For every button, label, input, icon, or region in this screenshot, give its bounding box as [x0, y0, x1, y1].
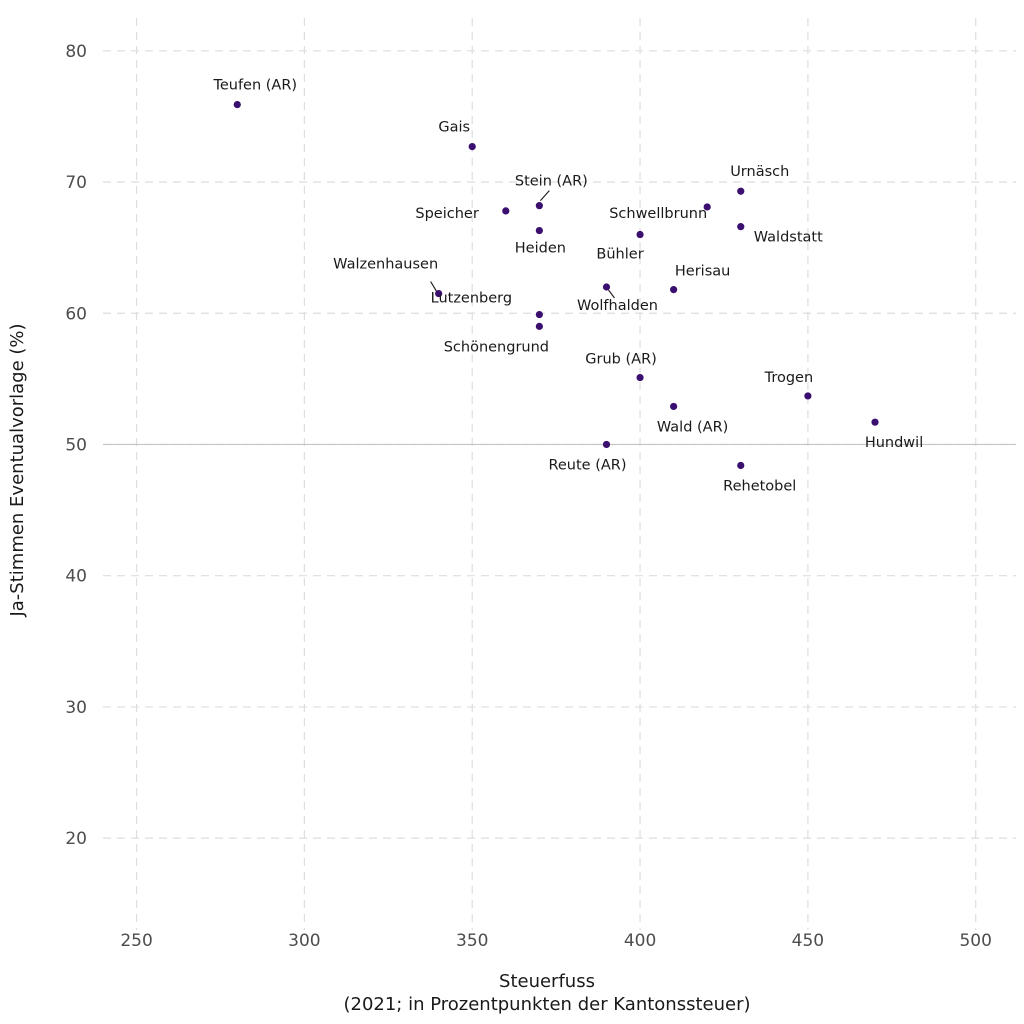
point-label-bühler: Bühler	[596, 247, 643, 263]
x-axis-title: Steuerfuss	[499, 971, 595, 992]
y-tick-label: 50	[65, 435, 87, 455]
data-point-reute-ar	[602, 440, 611, 449]
data-point-schönengrund	[535, 322, 543, 330]
data-point-herisau	[670, 286, 678, 294]
x-tick-label: 500	[959, 931, 991, 951]
point-label-heiden: Heiden	[515, 241, 566, 257]
point-labels: Teufen (AR) Gais Stein (AR) Speicher Heiden U…	[212, 78, 923, 495]
point-label-rehetobel: Rehetobel	[723, 478, 796, 494]
point-label-trogen: Trogen	[764, 370, 814, 386]
data-point-wolfhalden	[602, 283, 611, 291]
point-label-grub-ar: Grub (AR)	[585, 352, 657, 368]
point-label-herisau: Herisau	[675, 264, 730, 280]
data-point-bühler	[636, 230, 644, 239]
y-tick-label: 60	[65, 304, 87, 324]
data-point-waldstatt	[737, 223, 745, 231]
y-axis-ticks: 20 30 40 50 60 70 80	[65, 42, 87, 849]
leader-line-stein-ar	[539, 190, 550, 202]
point-label-urnäsch: Urnäsch	[730, 164, 789, 180]
data-point-walzenhausen	[435, 289, 443, 298]
y-tick-label: 40	[65, 567, 87, 587]
data-point-schwellbrunn	[703, 203, 711, 211]
data-point-grub-ar	[636, 373, 644, 382]
data-point-gais	[468, 142, 476, 151]
leader-line-wolfhalden	[608, 289, 615, 299]
point-label-speicher: Speicher	[415, 206, 478, 222]
data-point-trogen	[804, 392, 812, 400]
data-points	[233, 101, 879, 470]
data-point-hundwil	[871, 418, 879, 426]
data-point-wald-ar	[670, 402, 678, 411]
x-axis-subtitle: (2021; in Prozentpunkten der Kantonssteu…	[343, 994, 750, 1015]
point-label-schwellbrunn: Schwellbrunn	[609, 206, 707, 222]
point-label-hundwil: Hundwil	[865, 435, 923, 451]
data-point-lutzenberg	[535, 310, 543, 319]
leader-lines	[430, 190, 615, 299]
data-point-rehetobel	[737, 461, 745, 470]
point-label-wolfhalden: Wolfhalden	[577, 298, 658, 314]
y-tick-label: 30	[65, 698, 87, 718]
x-tick-label: 450	[792, 931, 824, 951]
y-axis-title: Ja-Stimmen Eventualvorlage (%)	[7, 323, 28, 617]
data-point-stein-ar	[535, 202, 543, 210]
point-label-waldstatt: Waldstatt	[754, 230, 823, 246]
point-label-lutzenberg: Lutzenberg	[431, 291, 512, 307]
point-label-walzenhausen: Walzenhausen	[333, 257, 438, 273]
point-label-gais: Gais	[438, 120, 470, 136]
point-label-wald-ar: Wald (AR)	[657, 419, 728, 435]
data-point-teufen-ar	[233, 101, 241, 109]
point-label-reute-ar: Reute (AR)	[548, 457, 626, 473]
x-tick-label: 300	[288, 931, 320, 951]
point-label-schönengrund: Schönengrund	[444, 339, 549, 355]
data-point-urnäsch	[737, 187, 745, 195]
x-tick-label: 350	[456, 931, 488, 951]
x-tick-label: 250	[120, 931, 152, 951]
leader-line-walzenhausen	[430, 281, 438, 292]
grid-lines	[103, 18, 1016, 930]
y-tick-label: 20	[65, 829, 87, 849]
x-axis-ticks: 250 300 350 400 450 500	[120, 931, 992, 951]
y-tick-label: 80	[65, 42, 87, 62]
x-tick-label: 400	[624, 931, 656, 951]
y-tick-label: 70	[65, 173, 87, 193]
data-point-heiden	[535, 226, 543, 235]
point-label-teufen-ar: Teufen (AR)	[212, 78, 297, 94]
data-point-speicher	[502, 207, 510, 215]
point-label-stein-ar: Stein (AR)	[515, 174, 588, 190]
